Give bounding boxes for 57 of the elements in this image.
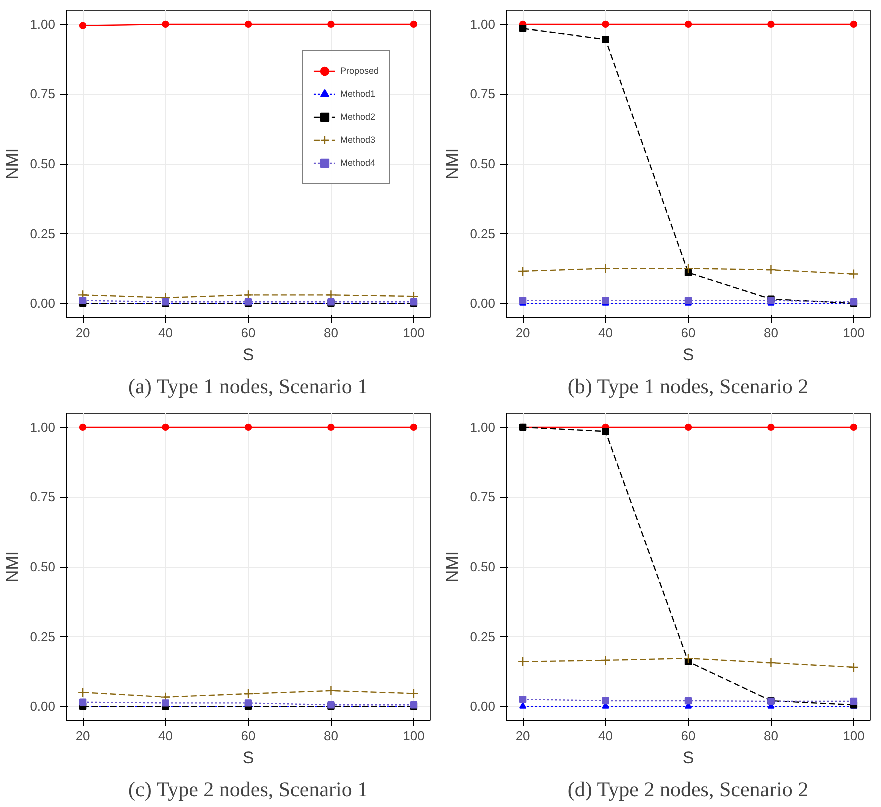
x-tick-label: 100: [403, 326, 425, 340]
y-axis-title: NMI: [443, 148, 462, 180]
y-tick-label: 0.00: [470, 699, 496, 714]
x-tick-label: 60: [241, 326, 256, 340]
y-tick-label: 0.75: [30, 86, 56, 102]
y-tick-label: 0.25: [470, 226, 496, 242]
x-axis-title: S: [682, 748, 694, 768]
text: (c) Type 2 nodes, Scenario 1: [128, 778, 368, 802]
y-tick-label: 1.00: [30, 16, 56, 32]
x-tick-label: 80: [764, 728, 778, 744]
x-tick-label: 20: [516, 728, 530, 744]
text: (d) Type 2 nodes, Scenario 2: [568, 778, 809, 802]
x-tick-label: 60: [681, 326, 696, 340]
y-axis-title: NMI: [3, 551, 22, 583]
y-tick-label: 0.00: [30, 699, 56, 714]
text: (b) Type 1 nodes, Scenario 2: [568, 374, 809, 398]
y-tick-label: 0.50: [470, 156, 496, 172]
y-axis-title: NMI: [443, 551, 462, 583]
x-tick-label: 20: [76, 728, 90, 744]
legend-label: Proposed: [340, 65, 379, 77]
x-tick-label: 80: [764, 326, 778, 340]
y-tick-label: 1.00: [470, 16, 496, 32]
x-tick-label: 60: [241, 728, 256, 744]
legend-label: Method2: [340, 111, 376, 123]
y-tick-label: 0.00: [470, 296, 496, 312]
x-tick-label: 40: [158, 728, 174, 744]
y-tick-label: 0.50: [30, 156, 56, 172]
legend-label: Method1: [340, 88, 376, 100]
x-tick-label: 20: [76, 326, 90, 340]
y-tick-label: 0.25: [30, 629, 56, 644]
y-tick-label: 0.75: [470, 490, 496, 505]
x-tick-label: 60: [681, 728, 696, 744]
x-axis-title: S: [682, 346, 694, 364]
x-tick-label: 40: [158, 326, 174, 340]
y-tick-label: 1.00: [470, 420, 496, 435]
x-tick-label: 20: [516, 326, 530, 340]
x-tick-label: 80: [324, 728, 338, 744]
y-tick-label: 1.00: [30, 420, 56, 435]
x-tick-label: 100: [843, 326, 865, 340]
y-tick-label: 0.50: [470, 560, 496, 574]
y-tick-label: 0.75: [470, 86, 496, 102]
y-tick-label: 0.75: [30, 490, 56, 505]
x-tick-label: 40: [598, 326, 614, 340]
x-tick-label: 100: [843, 728, 865, 744]
y-tick-label: 0.25: [470, 629, 496, 644]
x-axis-title: S: [242, 748, 254, 768]
legend-label: Method3: [340, 134, 376, 146]
x-tick-label: 40: [598, 728, 614, 744]
legend-label: Method4: [340, 157, 376, 169]
text: (a) Type 1 nodes, Scenario 1: [128, 374, 368, 398]
y-tick-label: 0.25: [30, 226, 56, 242]
x-axis-title: S: [242, 346, 254, 364]
x-tick-label: 100: [403, 728, 425, 744]
y-tick-label: 0.50: [30, 560, 56, 574]
y-tick-label: 0.00: [30, 296, 56, 312]
y-axis-title: NMI: [3, 148, 22, 180]
x-tick-label: 80: [324, 326, 338, 340]
